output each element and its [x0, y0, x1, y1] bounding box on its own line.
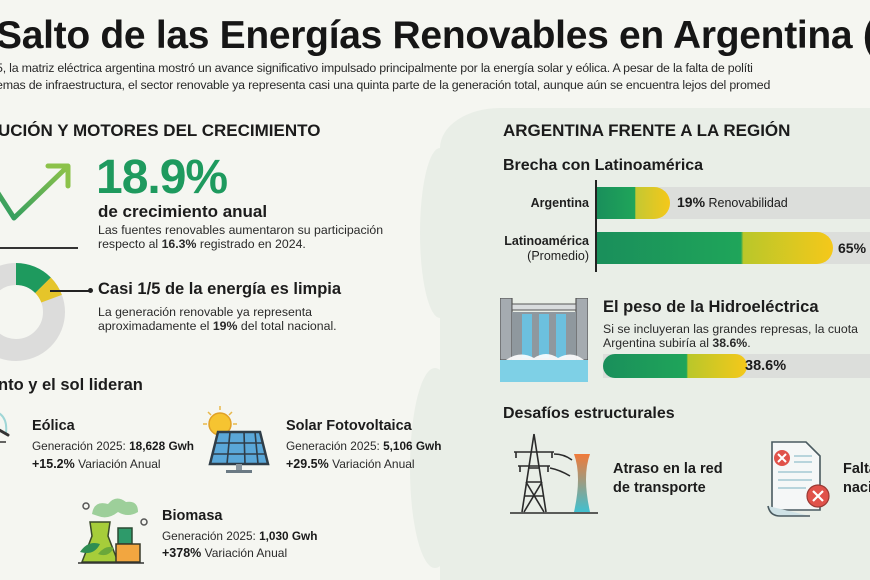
hydro-dam-icon [500, 298, 588, 382]
text: Variación Anual [74, 457, 161, 471]
hydro-bar-value: 38.6% [745, 358, 787, 374]
bar-label-latam-sub: (Promedio) [527, 249, 589, 263]
challenge-transport-line2: de transporte [613, 480, 706, 496]
bar-track-latam [597, 232, 870, 264]
biomass-plant-icon [78, 498, 148, 564]
hydro-bar-track [603, 354, 870, 378]
bar-fill-latam [597, 232, 833, 264]
hydro-desc-line2: Argentina subiría al 38.6%. [603, 336, 858, 350]
text: aproximadamente el [98, 319, 213, 333]
bar-label-latam-main: Latinoamérica [504, 234, 589, 248]
challenge-policy-line1: Falta [843, 461, 870, 477]
growth-label: de crecimiento anual [98, 202, 268, 221]
challenge-policy: Falta naci [843, 460, 870, 498]
chart-axis [595, 180, 597, 272]
hydro-desc: Si se incluyeran las grandes represas, l… [603, 322, 858, 350]
var-value: +378% [162, 546, 202, 560]
text: Variación Anual [328, 457, 415, 471]
transmission-tower-icon [510, 433, 598, 514]
growth-prev-value: 16.3% [161, 237, 197, 251]
var-value: +29.5% [286, 457, 329, 471]
text: Generación 2025: [286, 439, 384, 453]
gen-value: 5,106 Gwh [383, 439, 442, 453]
share-value: 19% [212, 319, 238, 333]
trend-up-arrow-icon [0, 163, 71, 221]
sources-title: nto y el sol lideran [0, 376, 143, 394]
hydro-value: 38.6% [712, 336, 748, 350]
text: Variación Anual [201, 546, 288, 560]
solar-panel-icon [203, 406, 270, 473]
var-value: +15.2% [32, 457, 75, 471]
bar-value-argentina: 19% Renovabilidad [677, 194, 788, 210]
gen-value: 1,030 Gwh [259, 529, 318, 543]
challenges-title: Desafíos estructurales [503, 405, 675, 422]
text: respecto al [98, 237, 162, 251]
challenge-transport: Atraso en la red de transporte [613, 460, 723, 498]
left-section-title: UCIÓN Y MOTORES DEL CRECIMIENTO [0, 121, 321, 140]
hydro-desc-line1: Si se incluyeran las grandes represas, l… [603, 322, 858, 336]
text: Generación 2025: [162, 529, 260, 543]
growth-desc-line2: respecto al 16.3% registrado en 2024. [98, 237, 383, 251]
source-name-solar: Solar Fotovoltaica [286, 418, 412, 434]
text: Generación 2025: [32, 439, 130, 453]
intro-text: 5, la matriz eléctrica argentina mostró … [0, 60, 770, 94]
value: 19% [677, 194, 706, 210]
challenge-transport-line1: Atraso en la red [613, 461, 723, 477]
intro-line-2: emas de infraestructura, el sector renov… [0, 78, 771, 92]
bar-fill-argentina [597, 187, 670, 219]
challenge-policy-line2: naci [843, 480, 870, 496]
source-gen-biomasa: Generación 2025: 1,030 Gwh [162, 529, 317, 543]
gap-title: Brecha con Latinoamérica [503, 157, 704, 174]
source-gen-eolica: Generación 2025: 18,628 Gwh [32, 439, 194, 453]
wind-turbine-icon [0, 412, 10, 443]
gen-value: 18,628 Gwh [129, 439, 194, 453]
source-name-biomasa: Biomasa [162, 508, 223, 524]
growth-desc-line1: Las fuentes renovables aumentaron su par… [98, 223, 384, 237]
donut-chart-icon [0, 263, 65, 361]
text: Argentina subiría al [603, 336, 713, 350]
share-desc: La generación renovable ya representa ap… [98, 305, 337, 333]
text: . [747, 336, 751, 350]
bar-label-latam: Latinoamérica (Promedio) [490, 234, 589, 264]
unit: Renovabilidad [705, 196, 788, 210]
hydro-bar-fill [603, 354, 747, 378]
text: del total nacional. [237, 319, 337, 333]
growth-value: 18.9% [96, 151, 228, 204]
source-name-eolica: Eólica [32, 418, 75, 434]
share-desc-line2: aproximadamente el 19% del total naciona… [98, 319, 337, 333]
growth-desc: Las fuentes renovables aumentaron su par… [98, 223, 383, 251]
bar-track-argentina [597, 187, 870, 219]
leader-dot [88, 288, 93, 293]
source-var-eolica: +15.2% Variación Anual [32, 457, 161, 471]
text: registrado en 2024. [196, 237, 306, 251]
bar-value-latam: 65% [838, 240, 867, 256]
leader-line [50, 290, 90, 292]
hydro-title: El peso de la Hidroeléctrica [603, 298, 819, 316]
intro-line-1: 5, la matriz eléctrica argentina mostró … [0, 61, 753, 75]
page-title: Salto de las Energías Renovables en Arge… [0, 14, 870, 57]
source-gen-solar: Generación 2025: 5,106 Gwh [286, 439, 441, 453]
share-desc-line1: La generación renovable ya representa [98, 305, 312, 319]
source-var-biomasa: +378% Variación Anual [162, 546, 287, 560]
divider [0, 247, 78, 249]
right-section-title: ARGENTINA FRENTE A LA REGIÓN [503, 121, 791, 140]
bar-label-argentina: Argentina [530, 196, 589, 210]
share-title: Casi 1/5 de la energía es limpia [98, 280, 342, 298]
source-var-solar: +29.5% Variación Anual [286, 457, 415, 471]
rejected-document-icon [767, 441, 830, 517]
